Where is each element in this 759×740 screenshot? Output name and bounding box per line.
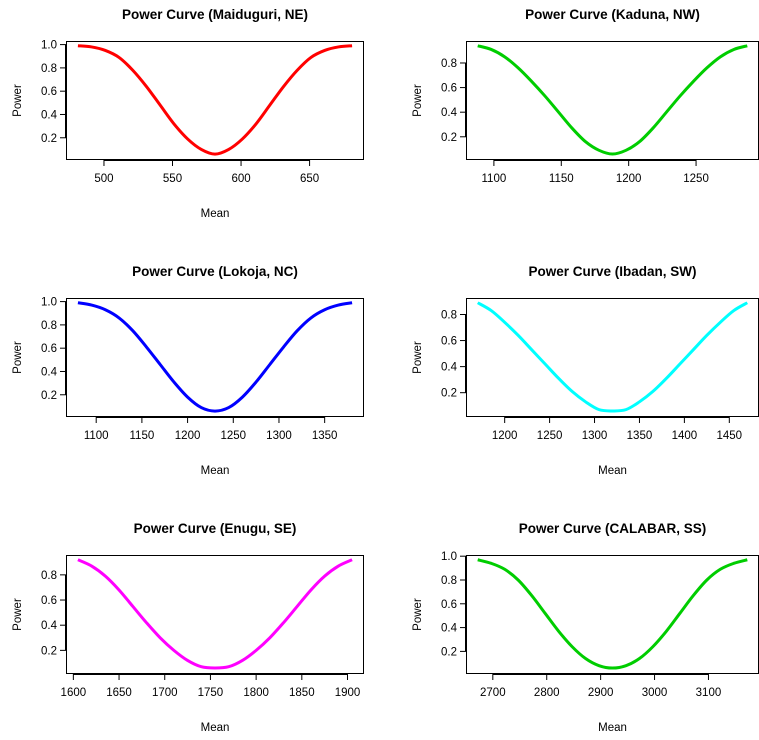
x-axis-label: Mean — [201, 465, 230, 477]
x-tick-label: 1250 — [220, 430, 246, 442]
plot-frame — [66, 41, 364, 160]
x-tick-label: 1400 — [672, 430, 698, 442]
x-tick-label: 1300 — [266, 430, 292, 442]
y-tick-label: 0.2 — [441, 646, 457, 658]
y-axis-label: Power — [12, 598, 24, 631]
x-tick-label: 1200 — [616, 173, 642, 185]
power-curve-line — [77, 44, 353, 156]
chart-panel-6: Power Curve (CALABAR, SS) Mean Power 2700 28… — [412, 521, 759, 734]
y-tick-label: 0.2 — [41, 390, 57, 402]
power-curve-line — [477, 44, 748, 156]
chart-title: Power Curve (Ibadan, SW) — [528, 264, 696, 279]
y-tick-label: 1.0 — [41, 297, 57, 309]
plot-frame — [466, 298, 759, 417]
y-tick-label: 1.0 — [441, 551, 457, 563]
x-tick-label: 1650 — [106, 687, 132, 699]
y-tick-label: 0.8 — [41, 320, 57, 332]
plot-frame — [66, 298, 364, 417]
chart-title: Power Curve (Maiduguri, NE) — [122, 7, 308, 22]
x-tick-label: 1350 — [312, 430, 338, 442]
y-axis-label: Power — [12, 84, 24, 117]
y-tick-label: 0.4 — [441, 623, 458, 635]
y-axis-label: Power — [12, 341, 24, 374]
y-tick-label: 0.6 — [441, 83, 457, 95]
x-tick-label: 1300 — [582, 430, 608, 442]
x-tick-label: 1750 — [198, 687, 224, 699]
y-tick-label: 0.8 — [441, 309, 457, 321]
x-tick-label: 1100 — [482, 173, 507, 185]
y-tick-label: 0.2 — [41, 645, 57, 657]
x-tick-label: 2900 — [588, 687, 614, 699]
x-tick-label: 500 — [94, 173, 113, 185]
x-tick-label: 1800 — [243, 687, 269, 699]
x-tick-label: 1250 — [537, 430, 563, 442]
power-curve-line — [476, 301, 749, 413]
plot-frame — [66, 555, 364, 674]
x-tick-label: 3000 — [642, 687, 668, 699]
x-axis-label: Mean — [598, 465, 627, 477]
x-axis-label: Mean — [201, 722, 230, 734]
y-tick-label: 0.2 — [441, 132, 457, 144]
x-tick-label: 1100 — [84, 430, 109, 442]
x-tick-label: 1350 — [627, 430, 653, 442]
chart-panel-2: Power Curve (Kaduna, NW) Power 1100 1150 120… — [412, 7, 759, 185]
chart-title: Power Curve (CALABAR, SS) — [519, 521, 707, 536]
x-tick-label: 2800 — [534, 687, 560, 699]
chart-panel-4: Power Curve (Ibadan, SW) Mean Power 1200 125… — [412, 264, 759, 477]
y-tick-label: 0.6 — [41, 595, 57, 607]
x-tick-label: 3100 — [696, 687, 722, 699]
y-tick-label: 0.2 — [41, 133, 57, 145]
chart-title: Power Curve (Enugu, SE) — [134, 521, 297, 536]
chart-panel-3: Power Curve (Lokoja, NC) Mean Power 1100 115… — [12, 264, 364, 477]
y-axis-label: Power — [412, 341, 424, 374]
x-tick-label: 1150 — [130, 430, 155, 442]
x-tick-label: 1200 — [492, 430, 518, 442]
y-tick-label: 0.4 — [41, 109, 58, 121]
y-tick-label: 0.2 — [441, 388, 457, 400]
y-tick-label: 0.8 — [41, 570, 57, 582]
power-curve-line — [77, 558, 353, 670]
y-tick-label: 0.8 — [441, 58, 457, 70]
y-tick-label: 0.4 — [441, 107, 458, 119]
x-axis-label: Mean — [201, 208, 230, 220]
x-tick-label: 1150 — [549, 173, 574, 185]
y-tick-label: 0.4 — [441, 362, 458, 374]
y-tick-label: 0.6 — [41, 343, 57, 355]
y-tick-label: 0.4 — [41, 620, 58, 632]
y-tick-label: 0.8 — [441, 575, 457, 587]
y-axis-label: Power — [412, 598, 424, 631]
y-tick-label: 0.6 — [41, 86, 57, 98]
x-tick-label: 600 — [231, 173, 250, 185]
chart-panel-1: Power Curve (Maiduguri, NE) Mean Power 500 5… — [12, 7, 364, 220]
x-tick-label: 1600 — [61, 687, 87, 699]
chart-panel-5: Power Curve (Enugu, SE) Mean Power 1600 1650… — [12, 521, 364, 734]
y-tick-label: 0.6 — [441, 336, 457, 348]
x-tick-label: 2700 — [480, 687, 506, 699]
x-tick-label: 1200 — [175, 430, 201, 442]
power-curve-line — [77, 301, 353, 413]
chart-title: Power Curve (Kaduna, NW) — [525, 7, 700, 22]
x-axis-label: Mean — [598, 722, 627, 734]
x-tick-label: 1900 — [335, 687, 361, 699]
x-tick-label: 650 — [300, 173, 319, 185]
y-axis-label: Power — [412, 84, 424, 117]
chart-title: Power Curve (Lokoja, NC) — [132, 264, 298, 279]
x-tick-label: 1450 — [717, 430, 743, 442]
x-tick-label: 550 — [163, 173, 182, 185]
power-curve-line — [477, 558, 748, 670]
x-tick-label: 1250 — [683, 173, 709, 185]
y-tick-label: 0.8 — [41, 63, 57, 75]
x-tick-label: 1850 — [289, 687, 315, 699]
y-tick-label: 0.6 — [441, 599, 457, 611]
y-tick-label: 0.4 — [41, 366, 58, 378]
x-tick-label: 1700 — [152, 687, 178, 699]
y-tick-label: 1.0 — [41, 40, 57, 52]
